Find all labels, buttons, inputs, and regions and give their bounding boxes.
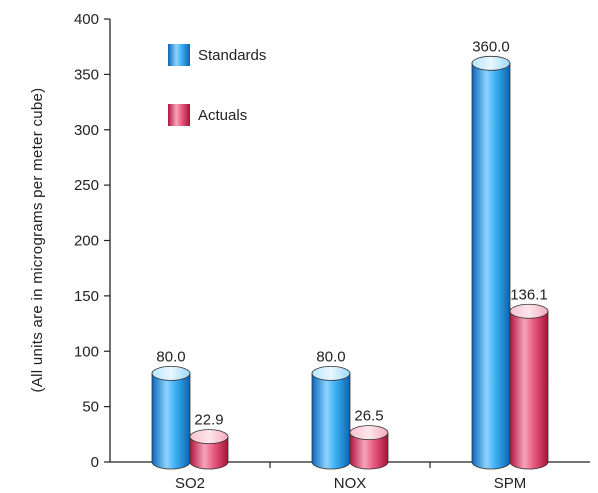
bar-top bbox=[311, 365, 351, 381]
legend-item-actuals: Actuals bbox=[168, 104, 247, 126]
bar-body bbox=[509, 310, 549, 470]
value-label-actuals-nox: 26.5 bbox=[354, 408, 383, 425]
bars bbox=[151, 55, 549, 470]
value-label-standards-so2: 80.0 bbox=[156, 348, 185, 365]
bar-top bbox=[349, 425, 389, 441]
y-tick-label: 150 bbox=[74, 288, 99, 305]
category-label-so2: SO2 bbox=[175, 475, 205, 492]
y-tick-label: 350 bbox=[74, 66, 99, 83]
bar-body bbox=[151, 373, 191, 470]
y-tick-label: 250 bbox=[74, 177, 99, 194]
category-label-spm: SPM bbox=[494, 475, 527, 492]
category-label-nox: NOX bbox=[334, 475, 367, 492]
bar-body bbox=[471, 62, 511, 470]
legend-swatch-standards bbox=[168, 44, 190, 66]
value-label-standards-nox: 80.0 bbox=[316, 348, 345, 365]
category-labels: SO2 NOX SPM bbox=[175, 475, 526, 492]
y-tick-label: 300 bbox=[74, 122, 99, 139]
bar-actuals-so2 bbox=[189, 429, 229, 470]
bar-top bbox=[189, 429, 229, 445]
value-labels: 80.0 22.9 80.0 26.5 360.0 136.1 bbox=[156, 38, 547, 428]
bar-standards-so2 bbox=[151, 365, 191, 470]
legend: Standards Actuals bbox=[168, 44, 266, 126]
y-axis-title: (All units are in micrograms per meter c… bbox=[29, 88, 46, 393]
value-label-actuals-spm: 136.1 bbox=[510, 286, 548, 303]
value-label-standards-spm: 360.0 bbox=[472, 38, 510, 55]
bar-standards-nox bbox=[311, 365, 351, 470]
y-tick-label: 400 bbox=[74, 11, 99, 28]
bar-body bbox=[189, 436, 229, 470]
axes: 0 50 100 150 200 250 300 350 400 bbox=[74, 11, 590, 471]
bar-top bbox=[151, 365, 191, 381]
bar-body bbox=[349, 432, 389, 470]
legend-label-actuals: Actuals bbox=[198, 107, 247, 124]
bar-actuals-nox bbox=[349, 425, 389, 470]
value-label-actuals-so2: 22.9 bbox=[194, 412, 223, 429]
bar-top bbox=[471, 55, 511, 71]
y-tick-label: 100 bbox=[74, 343, 99, 360]
y-tick-label: 50 bbox=[82, 399, 99, 416]
legend-item-standards: Standards bbox=[168, 44, 266, 66]
legend-label-standards: Standards bbox=[198, 47, 266, 64]
bar-body bbox=[311, 373, 351, 470]
y-tick-label: 200 bbox=[74, 233, 99, 250]
bar-top bbox=[509, 303, 549, 319]
y-tick-label: 0 bbox=[91, 454, 99, 471]
bar-actuals-spm bbox=[509, 303, 549, 470]
bar-standards-spm bbox=[471, 55, 511, 470]
legend-swatch-actuals bbox=[168, 104, 190, 126]
